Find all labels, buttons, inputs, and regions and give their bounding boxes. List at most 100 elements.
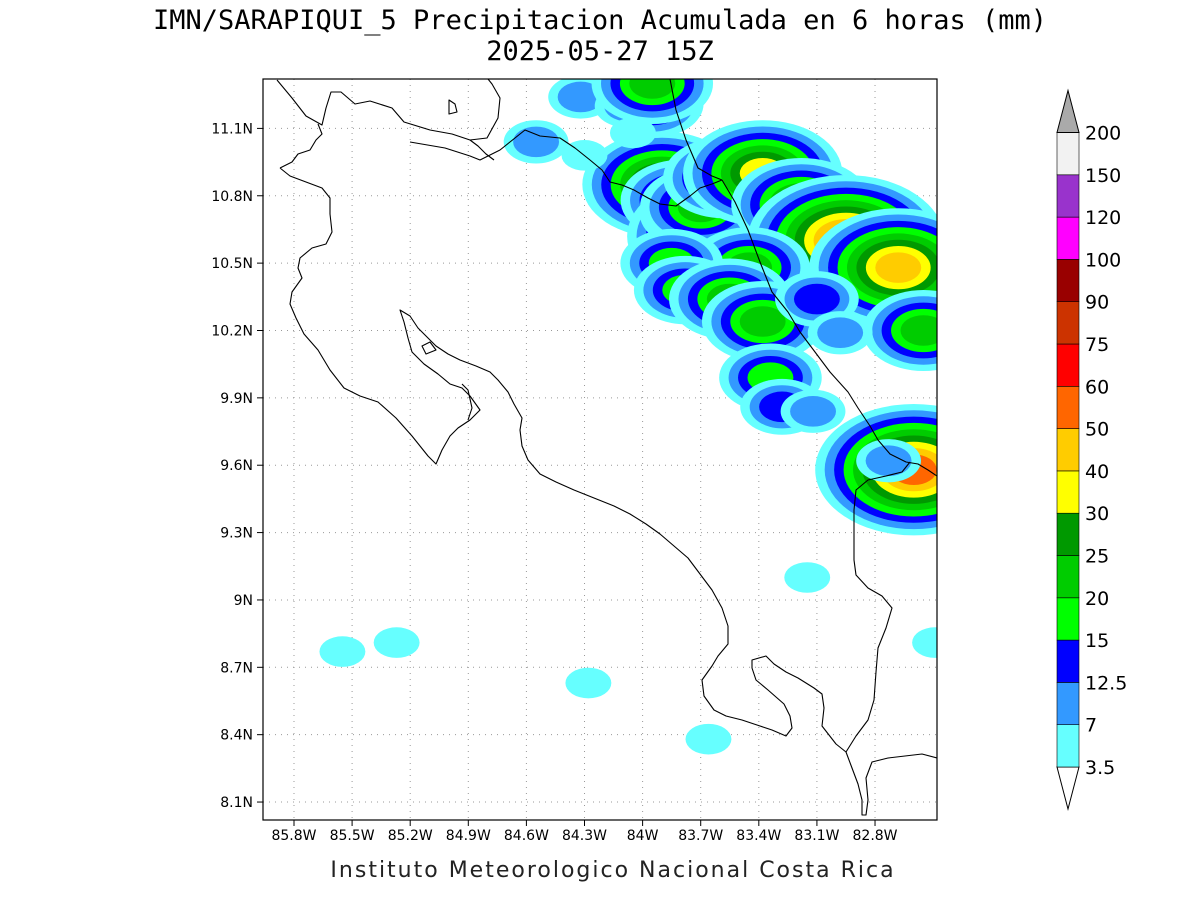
colorbar-label: 50 bbox=[1085, 419, 1109, 441]
colorbar-label: 7 bbox=[1085, 715, 1097, 737]
colorbar-swatch bbox=[1056, 174, 1080, 218]
lon-tick-label: 85.5W bbox=[330, 828, 375, 844]
colorbar-swatch bbox=[1056, 428, 1080, 472]
footer-credit: Instituto Meteorologico Nacional Costa R… bbox=[330, 858, 895, 883]
longitude-axis: 85.8W 85.5W 85.2W 84.9W 84.6W 84.3W 84W 83.7W 83… bbox=[271, 820, 898, 844]
lon-tick-label: 84W bbox=[627, 828, 659, 844]
precip-contour-3.5 bbox=[685, 723, 732, 755]
precip-cell bbox=[319, 636, 366, 667]
precip-contour-3.5 bbox=[319, 636, 366, 667]
precip-cell bbox=[685, 723, 732, 755]
lat-tick-label: 9.3N bbox=[220, 526, 253, 542]
lon-tick-label: 83.1W bbox=[794, 828, 839, 844]
latitude-axis: 11.1N 10.8N 10.5N 10.2N 9.9N 9.6N 9.3N 9N 8.7N 8.… bbox=[211, 121, 263, 811]
map-title: IMN/SARAPIQUI_5 Precipitacion Acumulada … bbox=[153, 5, 1047, 36]
precip-contour-7 bbox=[790, 396, 836, 427]
lat-tick-label: 9.9N bbox=[220, 391, 253, 407]
graticule bbox=[263, 79, 937, 820]
precip-cell bbox=[503, 120, 569, 164]
lon-tick-label: 84.3W bbox=[562, 828, 607, 844]
lon-tick-label: 83.7W bbox=[678, 828, 723, 844]
colorbar-swatch bbox=[1056, 470, 1080, 514]
nicaragua-coastline bbox=[276, 79, 501, 141]
colorbar-label: 90 bbox=[1085, 292, 1109, 314]
lon-tick-label: 85.8W bbox=[271, 828, 316, 844]
colorbar-label: 40 bbox=[1085, 461, 1109, 483]
lat-tick-label: 8.7N bbox=[220, 660, 253, 676]
colorbar-label: 25 bbox=[1085, 546, 1109, 568]
map-plot-area: 85.8W 85.5W 85.2W 84.9W 84.6W 84.3W 84W 83.7W 83… bbox=[211, 78, 938, 844]
lake-island bbox=[448, 99, 458, 115]
colorbar-swatch bbox=[1056, 512, 1080, 556]
colorbar-swatch bbox=[1056, 639, 1080, 683]
precip-cell bbox=[862, 290, 937, 371]
colorbar-swatch bbox=[1056, 301, 1080, 345]
precip-contour-3.5 bbox=[912, 627, 937, 658]
precip-contour-12.5 bbox=[793, 283, 840, 315]
precip-cell bbox=[807, 311, 873, 355]
precip-cell bbox=[784, 562, 831, 593]
precip-contour-40 bbox=[875, 252, 922, 283]
cr-pacific-coast bbox=[279, 123, 847, 753]
lat-tick-label: 8.1N bbox=[220, 795, 253, 811]
precip-contour-3.5 bbox=[565, 667, 612, 699]
precip-contour-7 bbox=[817, 317, 864, 349]
coastlines-borders bbox=[276, 79, 937, 816]
plot-frame bbox=[262, 78, 938, 821]
gulf-islet bbox=[461, 383, 473, 421]
colorbar-label: 200 bbox=[1085, 123, 1121, 145]
colorbar-swatch bbox=[1056, 597, 1080, 641]
lon-tick-label: 85.2W bbox=[388, 828, 433, 844]
colorbar-label: 120 bbox=[1085, 207, 1121, 229]
colorbar-label: 15 bbox=[1085, 630, 1109, 652]
precip-cell bbox=[780, 389, 846, 433]
lat-tick-label: 8.4N bbox=[220, 728, 253, 744]
colorbar-label: 150 bbox=[1085, 165, 1121, 187]
precip-contour-20 bbox=[900, 315, 937, 346]
lat-tick-label: 9.6N bbox=[220, 458, 253, 474]
lat-tick-label: 10.2N bbox=[211, 323, 253, 339]
nicoya-islet bbox=[421, 341, 437, 355]
precip-contour-7 bbox=[865, 445, 912, 477]
colorbar-swatch bbox=[1056, 216, 1080, 260]
lon-tick-label: 83.4W bbox=[736, 828, 781, 844]
precip-contour-3.5 bbox=[373, 627, 420, 658]
precip-contour-20 bbox=[739, 306, 786, 337]
colorbar-label: 3.5 bbox=[1085, 757, 1115, 779]
lat-tick-label: 11.1N bbox=[211, 121, 253, 137]
colorbar-swatch bbox=[1056, 682, 1080, 726]
colorbar-swatch bbox=[1056, 555, 1080, 599]
colorbar-label: 100 bbox=[1085, 249, 1121, 271]
colorbar-label: 12.5 bbox=[1085, 672, 1127, 694]
precip-cell bbox=[856, 439, 921, 483]
precip-contour-7 bbox=[513, 126, 560, 158]
caribbean-northern-coast bbox=[669, 79, 723, 181]
colorbar-label: 20 bbox=[1085, 588, 1109, 610]
colorbar-label: 60 bbox=[1085, 376, 1109, 398]
map-subtitle: 2025-05-27 15Z bbox=[486, 36, 714, 67]
lat-tick-label: 10.8N bbox=[211, 189, 253, 205]
precip-contour-3.5 bbox=[609, 117, 656, 149]
cr-panama-border bbox=[845, 461, 937, 816]
lat-tick-label: 10.5N bbox=[211, 256, 253, 272]
nicaragua-cr-border bbox=[409, 129, 723, 207]
precipitation-field bbox=[319, 79, 937, 755]
precip-cell bbox=[912, 627, 937, 658]
nicaragua-lake-shore bbox=[469, 139, 495, 161]
precip-contour-20 bbox=[629, 79, 676, 99]
cr-caribbean-coast bbox=[721, 179, 937, 477]
precip-cell bbox=[591, 79, 714, 124]
precip-cell bbox=[609, 117, 656, 149]
precip-contour-7 bbox=[557, 81, 604, 113]
precip-cell bbox=[373, 627, 420, 658]
precip-cell bbox=[565, 667, 612, 699]
colorbar-label: 30 bbox=[1085, 503, 1109, 525]
colorbar-swatch bbox=[1056, 385, 1080, 429]
colorbar-swatch bbox=[1056, 343, 1080, 387]
colorbar-swatch bbox=[1056, 259, 1080, 302]
lon-tick-label: 84.9W bbox=[446, 828, 491, 844]
colorbar-legend: 3.5 7 12.5 15 20 25 30 40 50 60 75 90 100 120 150 200 bbox=[1056, 88, 1127, 811]
precip-contour-3.5 bbox=[784, 562, 831, 593]
lon-tick-label: 84.6W bbox=[504, 828, 549, 844]
